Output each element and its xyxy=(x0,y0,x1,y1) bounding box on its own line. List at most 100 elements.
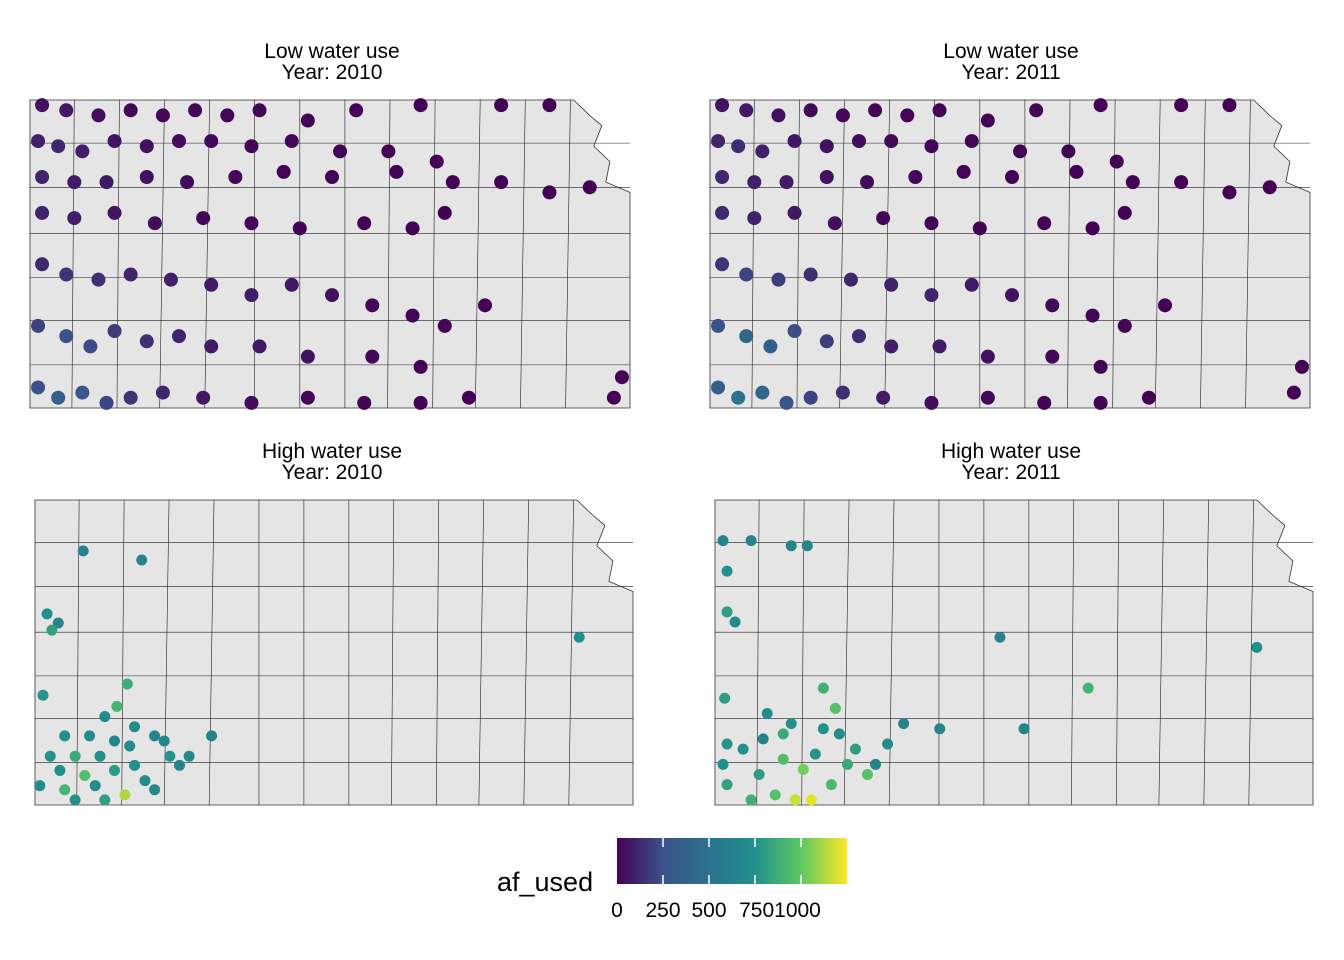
well-point xyxy=(79,770,91,782)
well-point xyxy=(721,779,733,791)
well-point xyxy=(731,139,746,154)
well-point xyxy=(252,103,267,118)
well-point xyxy=(107,134,122,149)
well-point xyxy=(900,108,915,123)
well-point xyxy=(44,750,56,762)
well-point xyxy=(819,334,834,349)
county-boundary xyxy=(1116,499,1120,806)
well-point xyxy=(809,748,821,760)
well-point xyxy=(59,730,71,742)
well-point xyxy=(797,763,809,775)
county-boundary xyxy=(1200,99,1206,409)
well-point xyxy=(787,324,802,338)
county-lines xyxy=(715,499,1313,806)
well-point xyxy=(787,134,802,149)
well-point xyxy=(149,730,161,742)
county-boundary xyxy=(204,99,210,409)
well-point xyxy=(763,339,778,354)
well-point xyxy=(244,288,259,303)
county-boundary xyxy=(391,499,395,806)
well-point xyxy=(542,185,557,200)
well-point xyxy=(884,339,899,354)
well-point xyxy=(108,764,120,776)
well-point xyxy=(1005,288,1020,303)
county-boundary xyxy=(756,499,760,806)
well-point xyxy=(365,349,380,364)
well-point xyxy=(67,211,82,226)
well-point xyxy=(1061,144,1076,159)
well-point xyxy=(69,750,81,762)
well-point xyxy=(980,113,995,128)
legend-tick-label: 500 xyxy=(691,899,726,922)
points xyxy=(711,98,1309,410)
well-point xyxy=(121,678,133,690)
well-point xyxy=(827,216,842,231)
well-point xyxy=(745,794,757,806)
county-boundary xyxy=(568,499,574,806)
county-boundary xyxy=(523,499,529,806)
well-point xyxy=(31,380,46,395)
well-point xyxy=(924,139,939,154)
legend-tick-label: 7501000 xyxy=(739,899,821,922)
well-point xyxy=(803,390,818,405)
well-point xyxy=(244,139,259,154)
kansas-outline xyxy=(29,99,631,409)
county-boundary xyxy=(436,499,440,806)
well-point xyxy=(956,164,971,179)
well-point xyxy=(99,711,111,723)
well-point xyxy=(1082,682,1094,694)
county-boundary xyxy=(1071,499,1075,806)
county-boundary xyxy=(1248,499,1254,806)
well-point xyxy=(851,134,866,149)
well-point xyxy=(325,170,340,184)
well-point xyxy=(413,395,428,410)
well-point xyxy=(779,175,794,190)
well-point xyxy=(1222,98,1237,113)
well-point xyxy=(761,708,773,719)
well-point xyxy=(204,277,219,292)
well-point xyxy=(349,103,364,118)
well-point xyxy=(494,98,509,113)
well-point xyxy=(123,103,138,118)
well-point xyxy=(614,370,629,385)
county-lines xyxy=(35,499,633,806)
well-point xyxy=(300,113,315,128)
well-point xyxy=(755,385,770,400)
well-point xyxy=(924,288,939,303)
well-point xyxy=(99,794,111,806)
well-point xyxy=(129,721,141,733)
county-boundary xyxy=(121,499,125,806)
well-point xyxy=(139,139,154,154)
well-point xyxy=(494,175,509,190)
well-point xyxy=(542,98,557,113)
well-point xyxy=(461,390,476,405)
well-point xyxy=(1085,221,1100,236)
well-point xyxy=(934,723,946,735)
well-point xyxy=(284,134,299,149)
well-point xyxy=(52,617,64,629)
facet-title-line1: High water use xyxy=(941,440,1081,463)
well-point xyxy=(99,175,114,190)
kansas-outline xyxy=(34,499,634,806)
well-point xyxy=(924,395,939,410)
well-point xyxy=(819,170,834,184)
well-point xyxy=(964,277,979,292)
well-point xyxy=(196,390,211,405)
county-boundary xyxy=(884,99,890,409)
well-point xyxy=(994,631,1006,643)
well-point xyxy=(1069,164,1084,179)
legend: af_used 0 250 500 7501000 xyxy=(497,838,847,922)
well-point xyxy=(573,631,585,643)
well-point xyxy=(884,134,899,149)
well-point xyxy=(1141,390,1156,405)
facet-title-line1: High water use xyxy=(262,440,402,463)
well-point xyxy=(1093,395,1108,410)
well-point xyxy=(1093,359,1108,374)
well-point xyxy=(445,175,460,190)
well-point xyxy=(841,758,853,770)
well-point xyxy=(835,108,850,123)
well-point xyxy=(721,565,733,577)
county-boundary xyxy=(801,499,805,806)
